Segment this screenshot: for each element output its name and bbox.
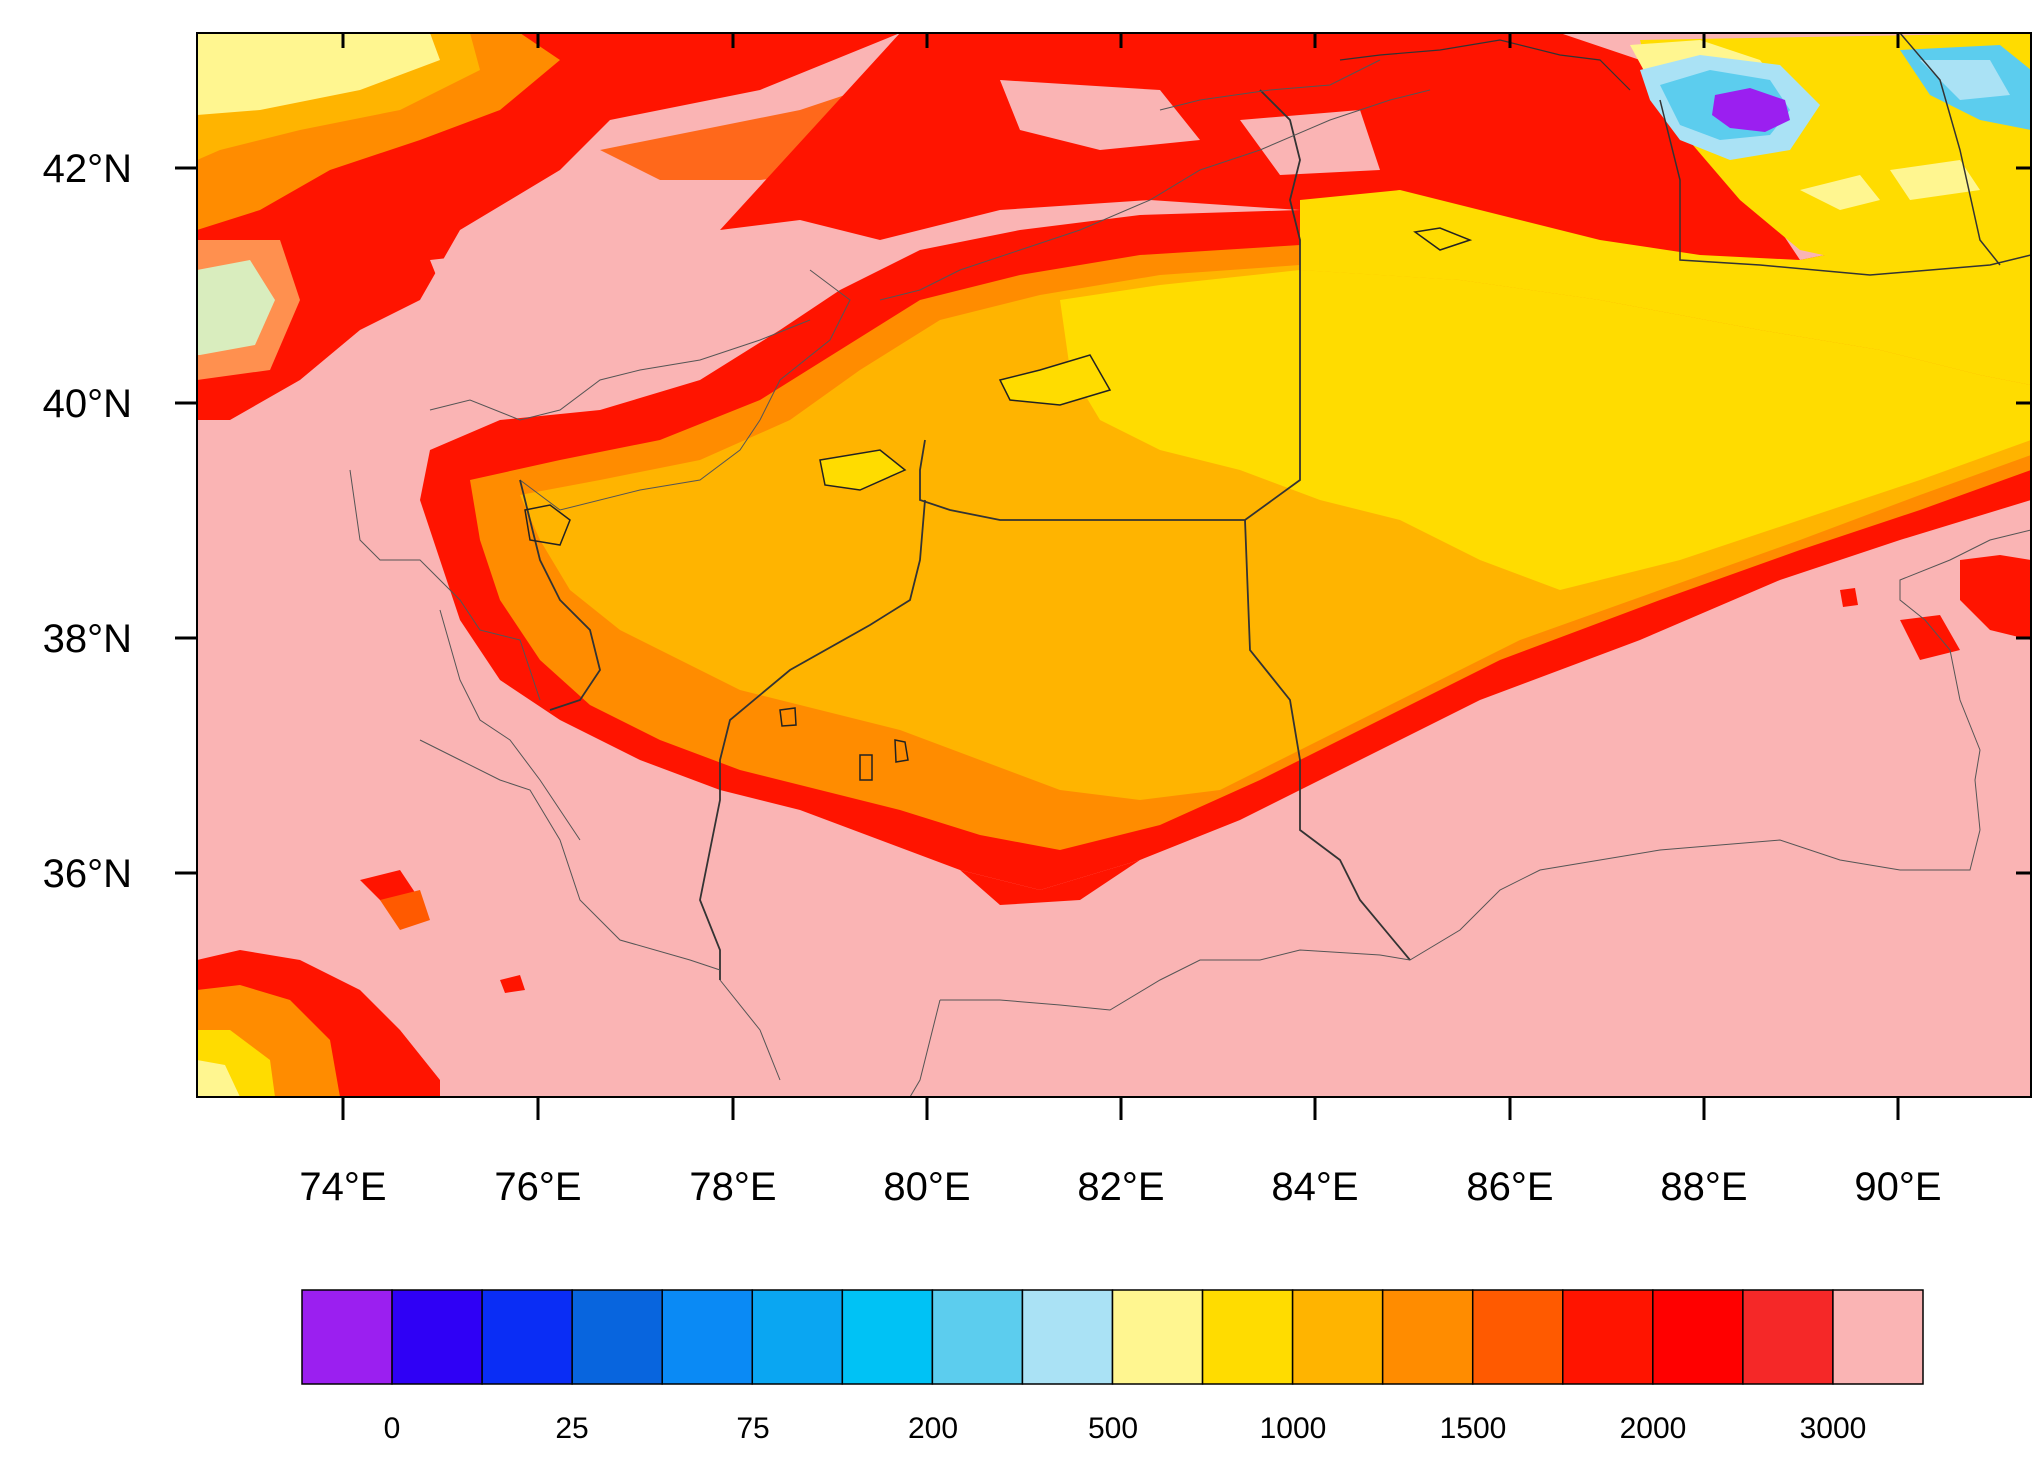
colorbar-swatch xyxy=(1021,1289,1114,1385)
colorbar-label: 25 xyxy=(555,1412,588,1445)
lon-tick-label: 82°E xyxy=(1077,1165,1164,1209)
elevation-field xyxy=(197,33,2031,1097)
lon-tick-label: 86°E xyxy=(1466,1165,1553,1209)
colorbar-swatch xyxy=(841,1289,934,1385)
colorbar-swatch xyxy=(1832,1289,1924,1385)
province-boundary xyxy=(519,269,851,511)
tarim-yellow-core xyxy=(1060,270,2031,590)
colorbar-label: 500 xyxy=(1088,1412,1138,1445)
lon-tick-label: 76°E xyxy=(494,1165,581,1209)
plot-frame xyxy=(196,32,2032,1098)
colorbar-swatch xyxy=(571,1289,663,1385)
colorbar-swatch xyxy=(661,1289,754,1385)
county-boundary xyxy=(919,89,1301,521)
lon-tick-label: 88°E xyxy=(1660,1165,1747,1209)
colorbar-swatch xyxy=(1381,1289,1474,1385)
colorbar xyxy=(301,1289,1924,1385)
lat-tick-label: 36°N xyxy=(43,852,132,896)
lon-tick-label: 78°E xyxy=(689,1165,776,1209)
colorbar-swatch xyxy=(1652,1289,1744,1385)
colorbar-label: 2000 xyxy=(1620,1412,1687,1445)
dzungaria-lake-deep xyxy=(1712,88,1790,132)
colorbar-swatch xyxy=(1291,1289,1384,1385)
colorbar-swatch xyxy=(1111,1289,1204,1385)
colorbar-swatch xyxy=(301,1289,393,1385)
colorbar-swatch xyxy=(1471,1289,1564,1385)
lat-tick-label: 42°N xyxy=(43,147,132,191)
lon-tick-label: 74°E xyxy=(299,1165,386,1209)
colorbar-swatch xyxy=(481,1289,573,1385)
colorbar-swatch xyxy=(1201,1289,1294,1385)
colorbar-label: 3000 xyxy=(1800,1412,1867,1445)
colorbar-label: 1500 xyxy=(1440,1412,1507,1445)
colorbar-label: 0 xyxy=(384,1412,401,1445)
lon-tick-label: 84°E xyxy=(1271,1165,1358,1209)
colorbar-swatch xyxy=(1742,1289,1834,1385)
nw-pink-patches xyxy=(430,80,900,310)
colorbar-swatch xyxy=(751,1289,844,1385)
lon-tick-label: 80°E xyxy=(883,1165,970,1209)
lat-tick-label: 40°N xyxy=(43,382,132,426)
colorbar-label: 200 xyxy=(908,1412,958,1445)
colorbar-swatch xyxy=(1562,1289,1654,1385)
colorbar-swatch xyxy=(391,1289,483,1385)
colorbar-label: 75 xyxy=(736,1412,769,1445)
boundary-lines xyxy=(349,33,2031,1097)
lat-tick-labels: 42°N 40°N 38°N 36°N xyxy=(43,147,132,896)
lon-tick-label: 90°E xyxy=(1854,1165,1941,1209)
colorbar-swatch xyxy=(931,1289,1024,1385)
colorbar-labels: 0 25 75 200 500 1000 1500 2000 3000 xyxy=(384,1412,1867,1445)
tarim-islet xyxy=(1000,355,1110,405)
se-red-patch xyxy=(1900,555,2031,660)
axis-ticks xyxy=(175,33,2031,1120)
lat-tick-label: 38°N xyxy=(43,617,132,661)
lon-tick-labels: 74°E 76°E 78°E 80°E 82°E 84°E 86°E 88°E … xyxy=(299,1165,1941,1209)
colorbar-label: 1000 xyxy=(1260,1412,1327,1445)
lake-outline xyxy=(998,354,1112,406)
